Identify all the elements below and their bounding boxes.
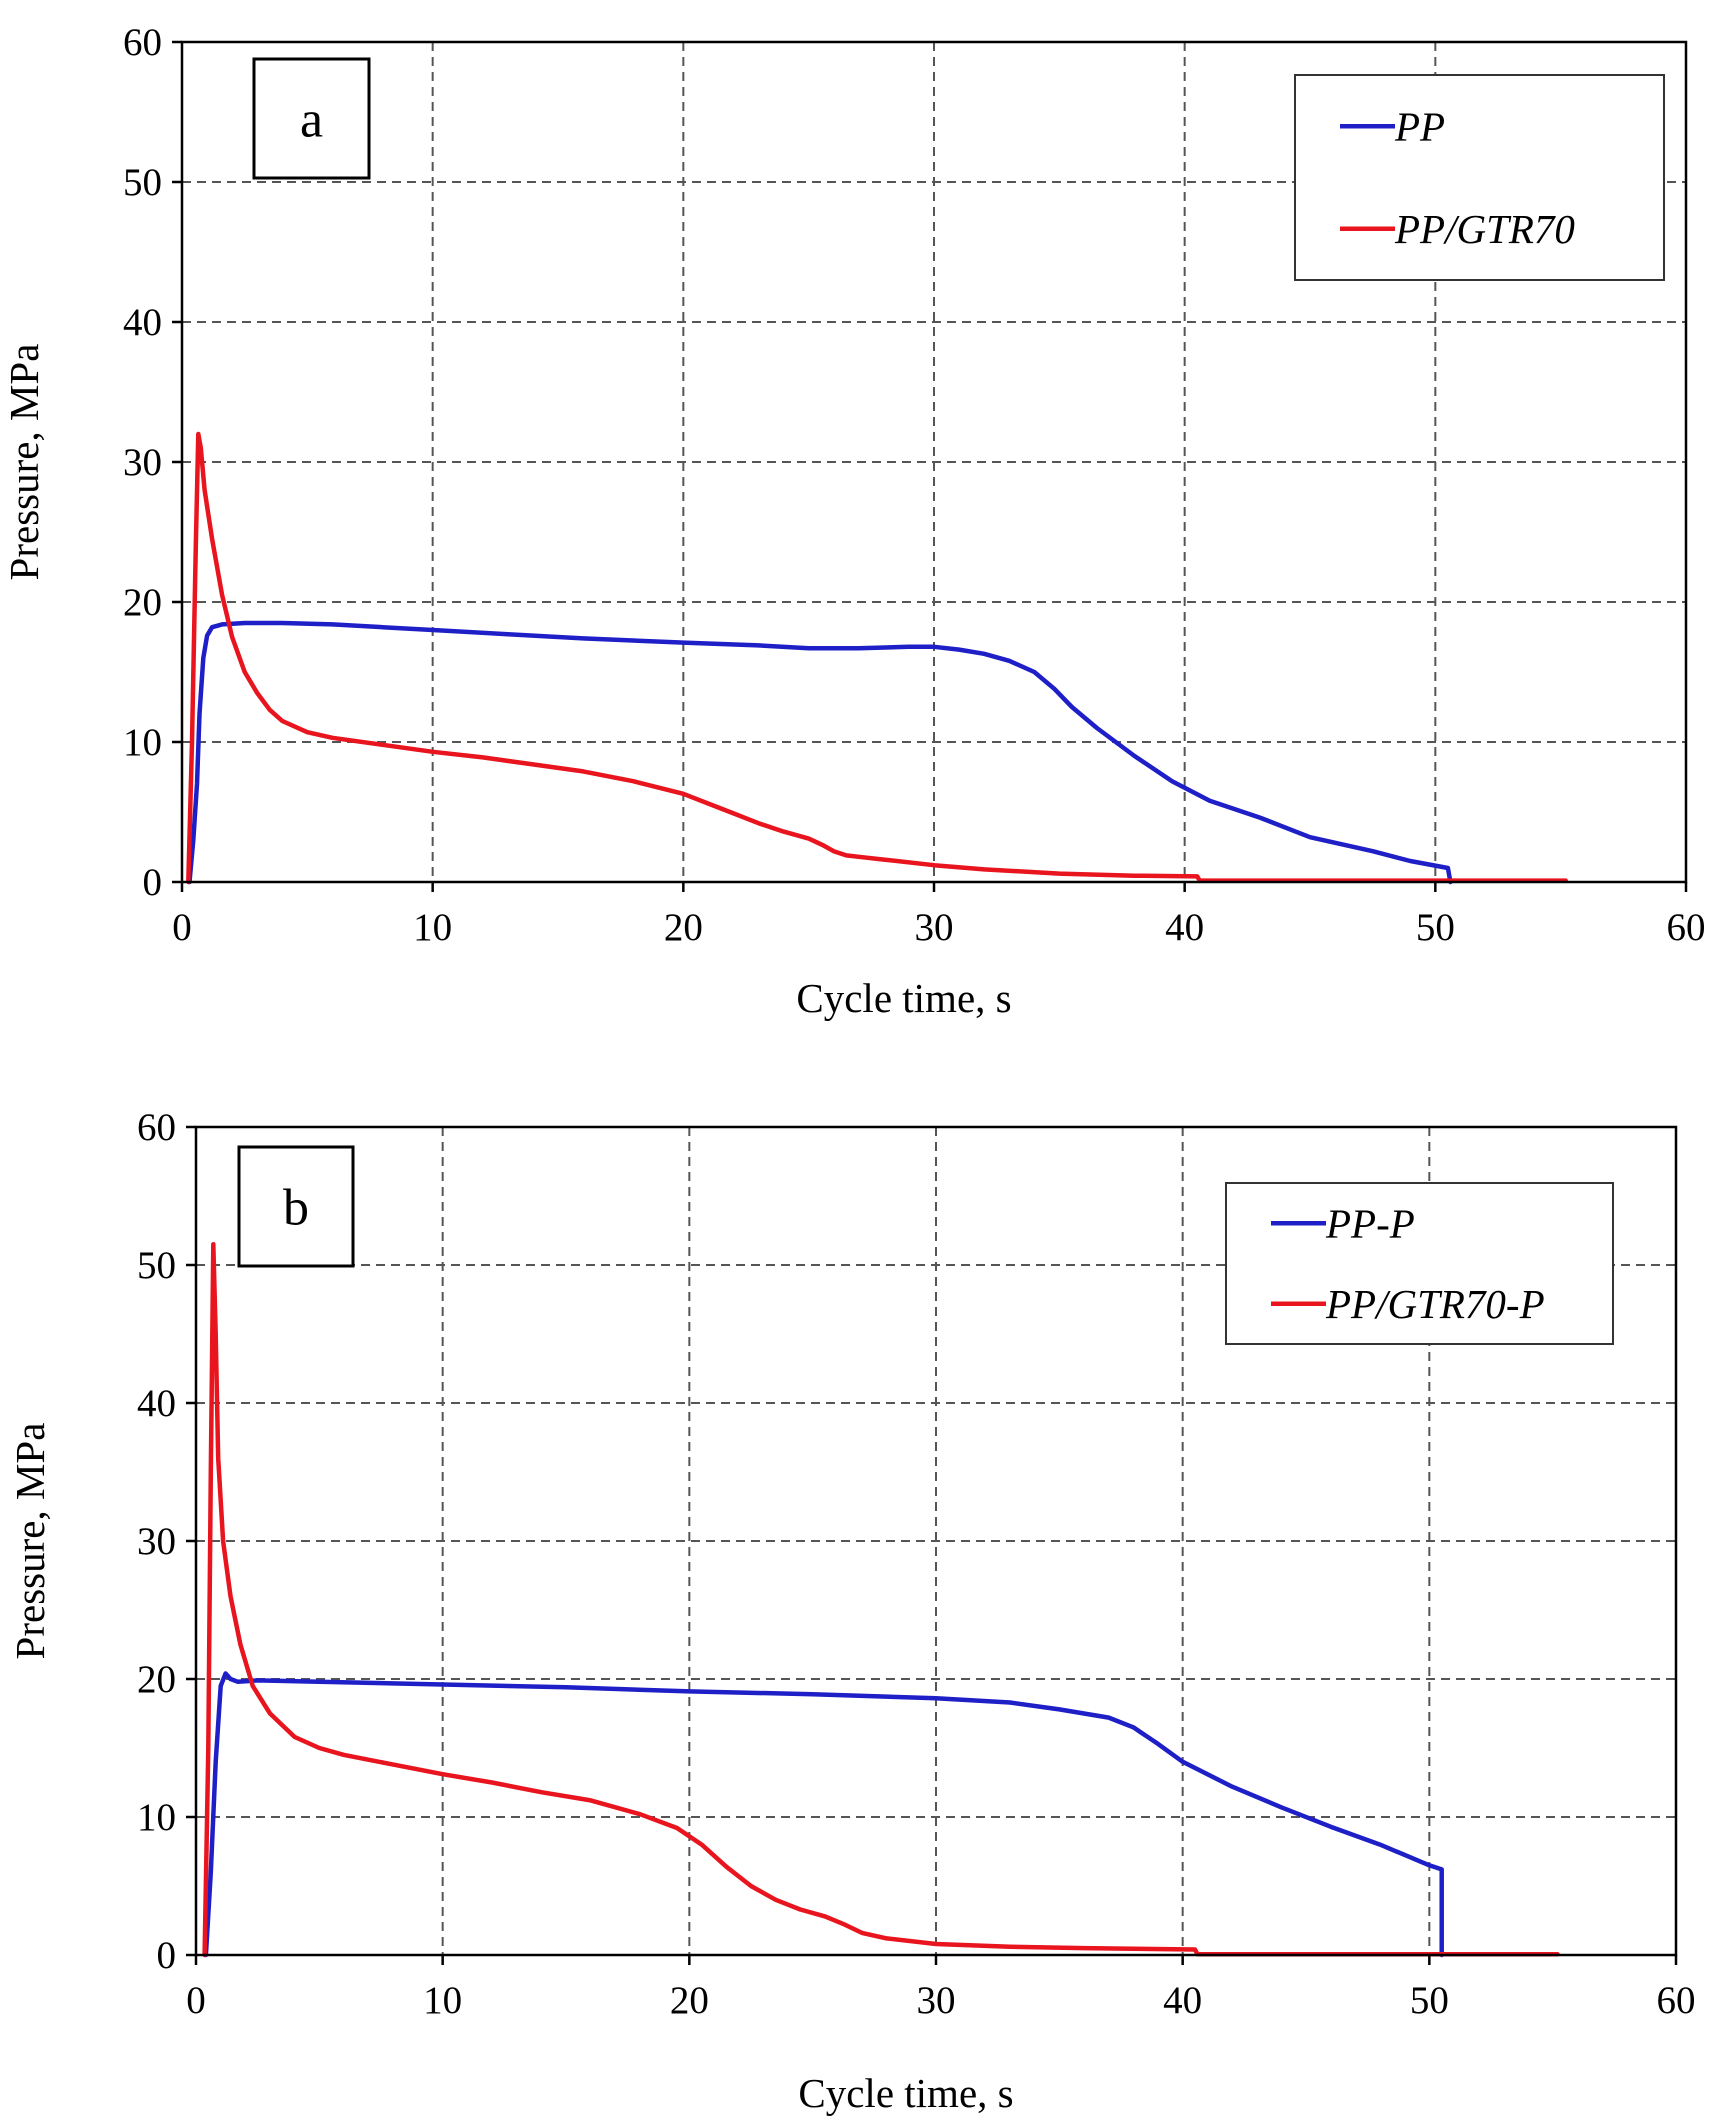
legend-label: PP/GTR70 <box>1394 206 1575 252</box>
series-line-pp-p <box>203 1671 1444 1958</box>
x-tick-label: 0 <box>186 1979 206 2022</box>
panel-label-box <box>237 1145 355 1268</box>
series-line-pp-gtr70 <box>186 431 1568 885</box>
x-tick-label: 50 <box>1416 906 1455 949</box>
x-tick-label: 10 <box>413 906 452 949</box>
y-tick-label: 10 <box>123 721 162 764</box>
y-tick-label: 30 <box>137 1520 176 1563</box>
chart-panel-a: 0 10 20 30 40 50 60 0 10 20 30 40 50 60 Cycle time, s P… <box>1 21 1706 1021</box>
panel-label: b <box>283 1180 309 1237</box>
series-line-pp <box>187 620 1453 885</box>
legend: PP-P PP/GTR70-P <box>1225 1182 1614 1345</box>
y-tick-label: 50 <box>123 161 162 204</box>
x-axis-title: Cycle time, s <box>798 2070 1013 2116</box>
x-tick-label: 30 <box>915 906 954 949</box>
x-tick-label: 60 <box>1657 1979 1696 2022</box>
panel-label-box <box>252 57 371 180</box>
y-tick-label: 20 <box>137 1658 176 1701</box>
x-axis-title: Cycle time, s <box>796 975 1011 1021</box>
y-tick-label: 60 <box>137 1106 176 1149</box>
y-tick-label: 0 <box>143 861 163 904</box>
x-tick-label: 30 <box>917 1979 956 2022</box>
y-tick-label: 20 <box>123 581 162 624</box>
legend: PP PP/GTR70 <box>1294 74 1665 281</box>
y-axis-title: Pressure, MPa <box>1 344 47 581</box>
y-tick-label: 40 <box>137 1382 176 1425</box>
legend-label: PP-P <box>1325 1200 1415 1246</box>
legend-box <box>1294 74 1665 281</box>
series-line-pp-gtr70-p <box>202 1242 1560 1958</box>
x-tick-label: 20 <box>664 906 703 949</box>
chart-panel-b: 0 10 20 30 40 50 60 0 10 20 30 40 50 60 Cycle time, s P… <box>7 1106 1696 2116</box>
y-tick-label: 10 <box>137 1796 176 1839</box>
legend-label: PP <box>1394 103 1445 149</box>
x-tick-label: 0 <box>172 906 192 949</box>
panel-label: a <box>300 92 323 149</box>
x-tick-label: 40 <box>1165 906 1204 949</box>
x-tick-label: 40 <box>1163 1979 1202 2022</box>
legend-box <box>1225 1182 1614 1345</box>
x-tick-label: 10 <box>423 1979 462 2022</box>
x-tick-label: 50 <box>1410 1979 1449 2022</box>
y-tick-label: 50 <box>137 1244 176 1287</box>
y-axis-title: Pressure, MPa <box>7 1423 53 1660</box>
x-tick-label: 60 <box>1667 906 1706 949</box>
y-tick-label: 0 <box>157 1934 177 1977</box>
y-tick-label: 60 <box>123 21 162 64</box>
y-tick-label: 30 <box>123 441 162 484</box>
y-tick-label: 40 <box>123 301 162 344</box>
legend-label: PP/GTR70-P <box>1325 1281 1545 1327</box>
x-tick-label: 20 <box>670 1979 709 2022</box>
